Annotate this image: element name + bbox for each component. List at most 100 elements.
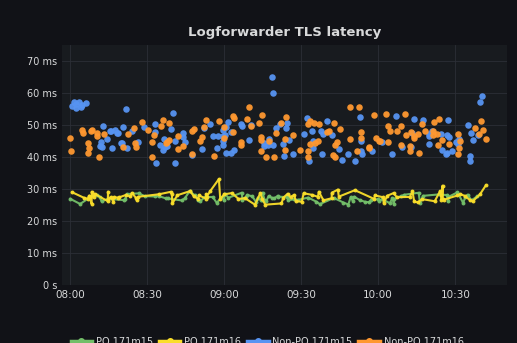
Point <box>161 144 169 150</box>
Point <box>282 126 290 131</box>
Point <box>444 194 452 200</box>
Point <box>334 194 343 199</box>
Point <box>455 137 464 142</box>
Point <box>328 190 336 196</box>
Point <box>248 194 256 199</box>
Point <box>434 142 443 148</box>
Point <box>296 147 305 153</box>
Point <box>443 150 451 155</box>
Point <box>221 191 229 197</box>
Point <box>133 198 141 203</box>
Point <box>407 145 416 150</box>
Point <box>149 132 158 138</box>
Point <box>415 190 423 196</box>
Point <box>230 115 238 120</box>
Point <box>79 130 87 135</box>
Point <box>467 198 476 203</box>
Point <box>406 194 414 200</box>
Point <box>241 194 250 200</box>
Point <box>339 200 347 205</box>
Point <box>316 201 324 207</box>
Point <box>242 116 251 121</box>
Point <box>255 120 264 126</box>
Point <box>455 145 463 150</box>
Point <box>356 197 364 203</box>
Point <box>206 121 215 127</box>
Point <box>310 120 318 126</box>
Point <box>123 145 131 151</box>
Point <box>474 133 482 138</box>
Point <box>218 194 226 199</box>
Point <box>281 147 289 153</box>
Point <box>252 200 261 205</box>
Point <box>123 191 131 197</box>
Point <box>197 147 206 152</box>
Point <box>163 143 171 149</box>
Point <box>283 194 292 200</box>
Point <box>357 148 366 154</box>
Point <box>196 198 205 204</box>
Point <box>159 147 167 153</box>
Point <box>230 147 238 153</box>
Point <box>93 131 101 136</box>
Point <box>174 146 182 152</box>
Point <box>99 123 107 129</box>
Point <box>209 153 218 159</box>
Point <box>437 193 445 198</box>
Point <box>258 190 267 196</box>
Point <box>220 192 229 197</box>
Point <box>85 146 93 151</box>
Point <box>306 141 314 146</box>
Point <box>68 104 77 109</box>
Point <box>444 117 452 123</box>
Point <box>269 143 277 148</box>
Point <box>328 132 336 138</box>
Point <box>195 193 203 198</box>
Point <box>174 133 183 139</box>
Point <box>277 201 285 206</box>
Point <box>106 128 114 133</box>
Point <box>262 198 270 204</box>
Point <box>298 199 306 204</box>
Point <box>203 194 211 199</box>
Point <box>365 200 373 205</box>
Point <box>397 123 405 129</box>
Point <box>471 126 479 131</box>
Point <box>370 113 378 118</box>
Point <box>290 197 298 202</box>
Point <box>283 192 292 198</box>
Point <box>222 124 230 130</box>
Point <box>314 194 322 200</box>
Point <box>163 140 171 145</box>
Point <box>454 141 463 147</box>
Point <box>258 196 266 202</box>
Point <box>477 118 485 124</box>
Point <box>216 119 224 124</box>
Point <box>384 123 392 129</box>
Point <box>268 195 276 201</box>
Point <box>110 194 118 200</box>
Point <box>303 115 311 121</box>
Point <box>72 105 80 110</box>
Point <box>265 137 273 142</box>
Point <box>371 193 379 198</box>
Point <box>159 117 168 122</box>
Point <box>220 124 228 130</box>
Point <box>274 194 282 199</box>
Point <box>286 194 295 200</box>
Point <box>114 195 122 200</box>
Point <box>424 141 433 146</box>
Point <box>269 90 277 95</box>
Point <box>87 201 96 207</box>
Point <box>76 201 84 207</box>
Point <box>98 144 107 149</box>
Point <box>119 125 128 130</box>
Point <box>388 151 396 157</box>
Point <box>202 196 210 201</box>
Point <box>206 189 214 194</box>
Point <box>80 195 88 201</box>
Point <box>238 197 247 202</box>
Point <box>463 192 472 198</box>
Point <box>148 154 157 159</box>
Point <box>281 137 290 142</box>
